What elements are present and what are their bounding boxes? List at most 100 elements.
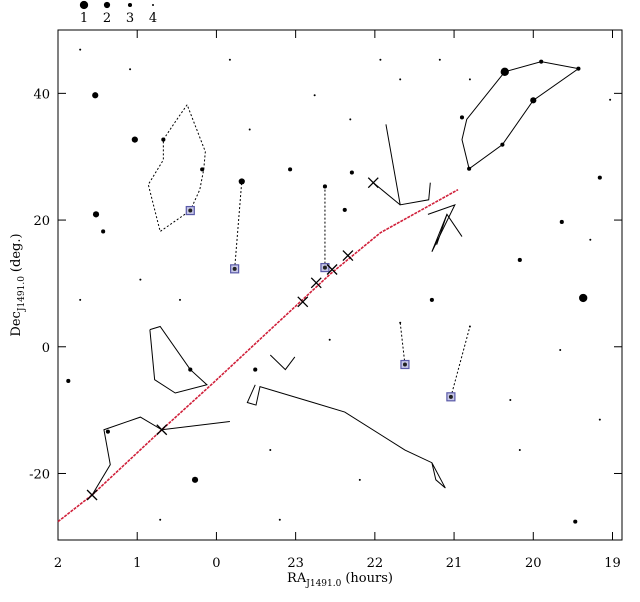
star bbox=[139, 278, 142, 281]
target-dot bbox=[448, 394, 453, 399]
legend-dot bbox=[79, 0, 89, 10]
star bbox=[597, 175, 602, 180]
constellation-line bbox=[461, 61, 580, 170]
x-tick-label: 19 bbox=[604, 556, 621, 571]
star bbox=[248, 128, 251, 131]
planet-cross bbox=[342, 250, 354, 261]
star bbox=[467, 166, 472, 171]
constellation-line bbox=[450, 326, 471, 397]
legend-dot bbox=[152, 4, 154, 6]
planet-cross bbox=[326, 264, 338, 275]
star bbox=[269, 449, 272, 452]
constellation-line bbox=[436, 214, 448, 245]
star bbox=[322, 184, 327, 189]
star bbox=[539, 59, 544, 64]
star bbox=[399, 321, 402, 324]
ecliptic-line bbox=[57, 188, 459, 523]
star bbox=[438, 58, 441, 61]
plot-frame bbox=[57, 29, 623, 541]
star bbox=[429, 297, 434, 302]
star bbox=[131, 136, 138, 143]
planet-cross bbox=[310, 277, 322, 289]
star bbox=[468, 78, 471, 81]
star bbox=[92, 211, 100, 218]
star bbox=[559, 219, 564, 225]
star bbox=[191, 476, 199, 483]
x-tick-label: 23 bbox=[287, 556, 304, 571]
star bbox=[228, 58, 231, 61]
constellation-line bbox=[91, 416, 230, 496]
star bbox=[178, 298, 181, 301]
y-label-unit: (deg.) bbox=[9, 233, 24, 272]
legend-label: 1 bbox=[80, 11, 88, 26]
star bbox=[500, 142, 505, 147]
star bbox=[313, 94, 316, 97]
star bbox=[609, 98, 612, 101]
star bbox=[468, 325, 471, 328]
star bbox=[66, 378, 71, 384]
target-dot bbox=[402, 362, 407, 367]
star bbox=[101, 229, 106, 234]
star bbox=[200, 167, 205, 172]
planet-cross bbox=[86, 489, 98, 501]
constellation-line bbox=[234, 181, 243, 269]
y-axis-label: DecJ1491.0 (deg.) bbox=[9, 233, 27, 336]
star bbox=[576, 66, 581, 71]
star bbox=[328, 338, 331, 341]
star bbox=[530, 97, 537, 104]
x-label-sub: J1491.0 bbox=[305, 579, 341, 589]
constellation-line bbox=[149, 325, 208, 394]
y-label-text: Dec bbox=[9, 311, 24, 336]
x-tick-label: 21 bbox=[446, 556, 463, 571]
star bbox=[349, 118, 352, 121]
legend-label: 4 bbox=[149, 11, 157, 26]
planet-cross bbox=[156, 424, 168, 436]
star bbox=[459, 115, 465, 120]
x-label-unit: (hours) bbox=[345, 571, 393, 586]
star bbox=[518, 449, 521, 452]
x-tick-label: 20 bbox=[525, 556, 542, 571]
star bbox=[92, 92, 99, 99]
star bbox=[161, 137, 166, 142]
star bbox=[573, 519, 578, 524]
star bbox=[559, 348, 562, 351]
x-tick-label: 2 bbox=[54, 556, 62, 571]
star bbox=[79, 298, 82, 301]
star bbox=[278, 518, 281, 521]
y-label-sub: J1491.0 bbox=[17, 276, 27, 312]
constellation-line bbox=[385, 124, 431, 206]
y-tick-label: -20 bbox=[29, 467, 50, 482]
star bbox=[509, 398, 512, 401]
target-dot bbox=[232, 266, 237, 271]
planet-cross bbox=[367, 177, 379, 189]
star bbox=[358, 478, 361, 481]
star bbox=[500, 67, 509, 76]
star bbox=[399, 78, 402, 81]
x-label-text: RA bbox=[287, 571, 307, 586]
constellation-line bbox=[147, 104, 206, 233]
constellation-line bbox=[427, 203, 463, 252]
y-tick-label: 40 bbox=[33, 87, 50, 102]
constellation-line bbox=[269, 354, 296, 371]
legend-dot bbox=[103, 1, 111, 9]
legend-label: 2 bbox=[103, 11, 111, 26]
target-dot bbox=[188, 208, 193, 213]
x-tick-label: 0 bbox=[212, 556, 220, 571]
star bbox=[253, 367, 258, 372]
target-dot bbox=[322, 265, 327, 270]
x-axis-label: RAJ1491.0 (hours) bbox=[287, 571, 393, 589]
planet-cross bbox=[297, 296, 309, 308]
star bbox=[349, 170, 354, 175]
star bbox=[79, 48, 82, 51]
star bbox=[579, 293, 588, 303]
star bbox=[379, 58, 382, 61]
y-tick-label: 20 bbox=[33, 214, 50, 229]
constellation-line bbox=[246, 384, 446, 489]
star bbox=[188, 367, 193, 372]
star bbox=[342, 207, 347, 212]
star bbox=[598, 418, 601, 421]
star bbox=[238, 178, 245, 185]
x-tick-label: 22 bbox=[367, 556, 384, 571]
legend-label: 3 bbox=[126, 11, 134, 26]
